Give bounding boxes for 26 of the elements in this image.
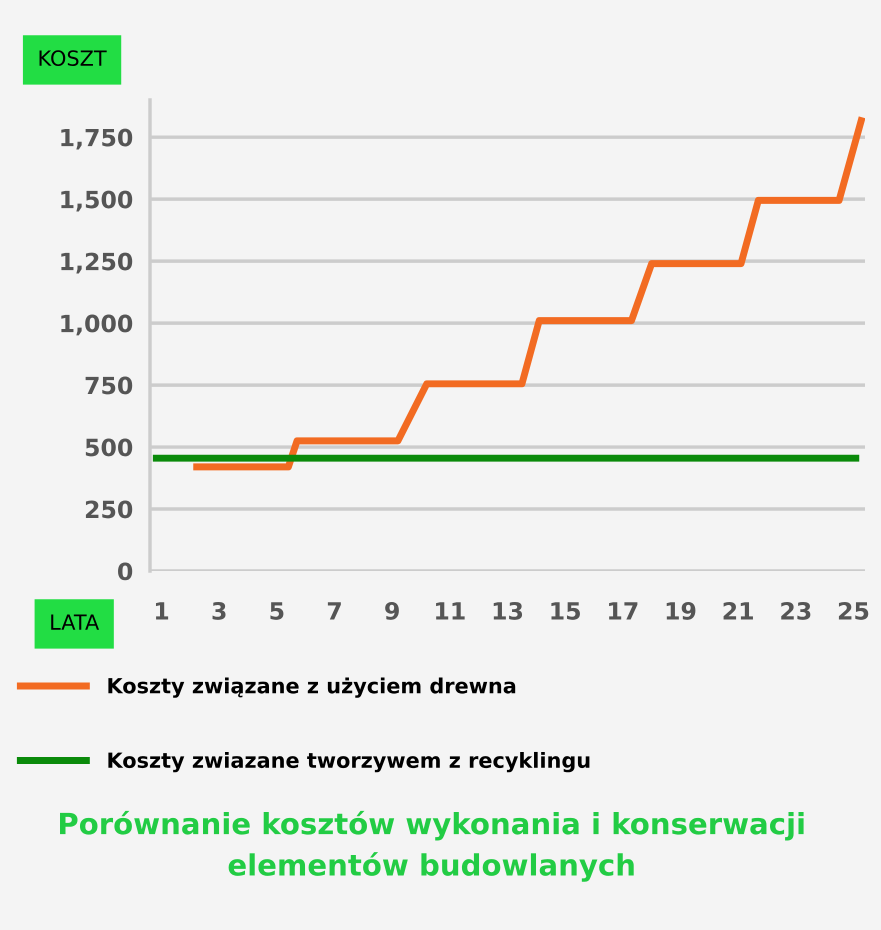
y-axis-title: KOSZT xyxy=(40,50,107,66)
x-tick-label: 23 xyxy=(781,602,810,620)
x-tick-label: 25 xyxy=(838,602,868,620)
x-tick-label: 5 xyxy=(270,602,284,620)
x-tick-label: 3 xyxy=(212,602,226,620)
y-tick-label: 750 xyxy=(86,376,132,394)
y-tick-label: 0 xyxy=(118,562,132,580)
x-tick-label: 15 xyxy=(551,602,580,620)
x-tick-label: 21 xyxy=(724,602,753,620)
legend-label: Koszty związane z użyciem drewna xyxy=(108,677,516,698)
x-tick-label: 13 xyxy=(494,602,522,620)
x-tick-label: 7 xyxy=(328,602,341,620)
x-tick-label: 17 xyxy=(609,602,638,620)
x-tick-label: 9 xyxy=(385,602,399,620)
y-tick-label: 1,250 xyxy=(61,252,132,274)
y-tick-label: 1,000 xyxy=(61,314,132,336)
x-tick-label: 19 xyxy=(666,602,696,620)
x-tick-label: 11 xyxy=(436,602,465,620)
y-tick-label: 1,500 xyxy=(61,190,132,212)
x-tick-label: 1 xyxy=(156,602,168,620)
y-tick-label: 500 xyxy=(86,438,132,456)
text: Porównanie kosztów wykonania i konserwacji elementów budowlanych xyxy=(60,810,804,882)
y-tick-label: 1,750 xyxy=(61,128,132,150)
legend-label: Koszty zwiazane tworzywem z recyklingu xyxy=(108,752,590,772)
x-axis-title: LATA xyxy=(51,614,100,630)
y-tick-label: 250 xyxy=(86,500,132,518)
